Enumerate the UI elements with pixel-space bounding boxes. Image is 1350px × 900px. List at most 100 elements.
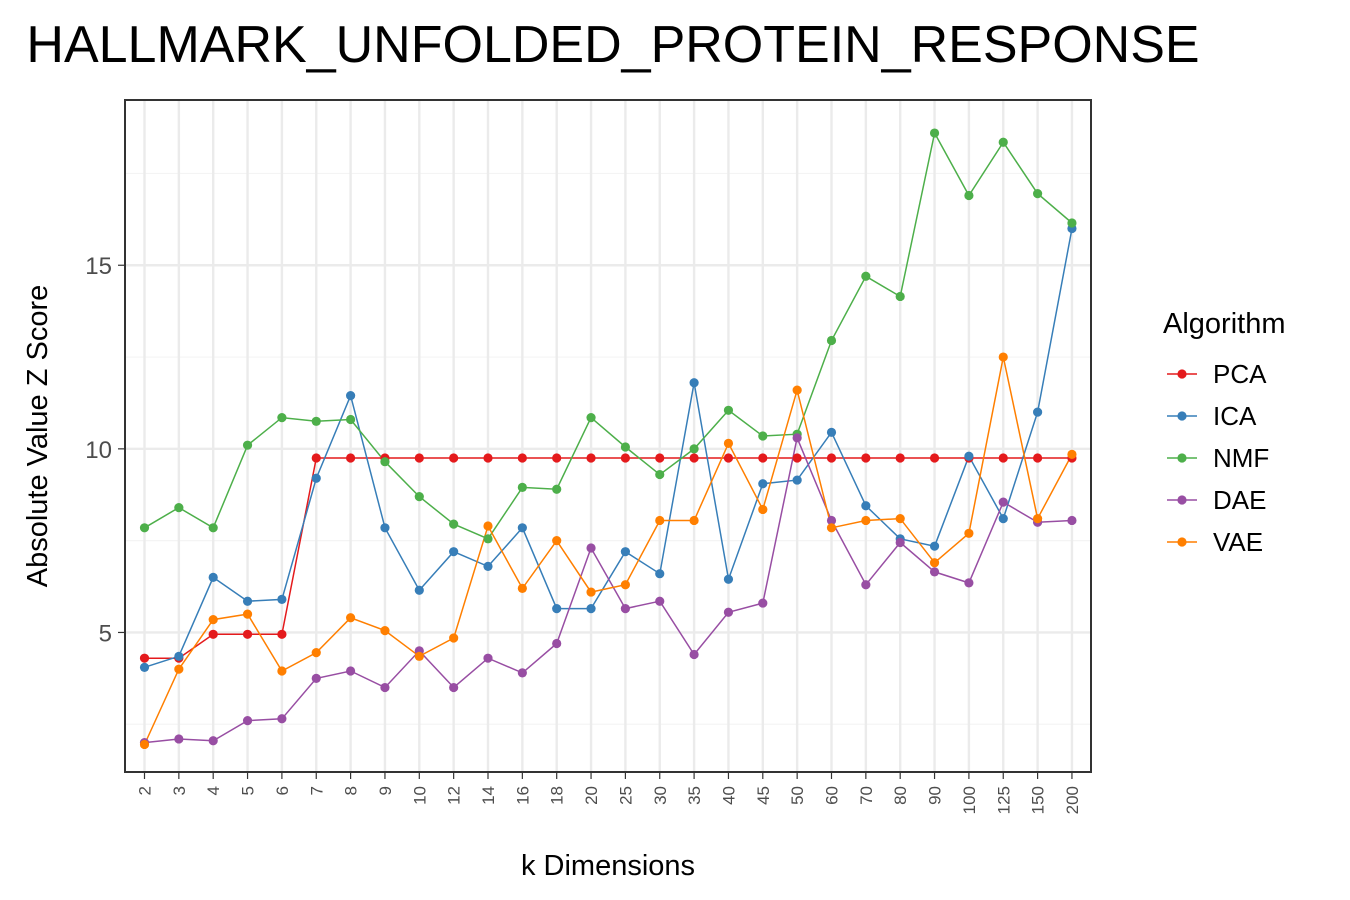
data-point-dae xyxy=(792,433,802,443)
x-tick-label: 10 xyxy=(410,786,429,805)
data-point-ica xyxy=(552,603,562,614)
data-point-ica xyxy=(277,594,287,605)
data-point-nmf xyxy=(929,128,940,138)
x-axis-label: k Dimensions xyxy=(521,850,695,882)
data-point-ica xyxy=(311,473,321,483)
legend-label: ICA xyxy=(1213,401,1257,431)
data-point-nmf xyxy=(964,190,974,201)
data-point-dae xyxy=(895,537,905,548)
data-point-dae xyxy=(208,736,218,746)
data-point-vae xyxy=(242,609,253,619)
legend-label: PCA xyxy=(1213,359,1267,389)
data-point-dae xyxy=(242,715,253,726)
x-tick-label: 8 xyxy=(342,786,361,795)
data-point-vae xyxy=(929,558,940,568)
x-tick-label: 150 xyxy=(1029,786,1048,814)
data-point-vae xyxy=(826,523,837,533)
data-point-dae xyxy=(311,673,321,683)
data-point-nmf xyxy=(242,440,253,450)
series-line-pca xyxy=(144,457,1072,659)
x-tick-label: 2 xyxy=(136,786,155,795)
legend-key-point xyxy=(1177,453,1187,463)
data-point-vae xyxy=(449,633,459,643)
x-tick-label: 35 xyxy=(685,786,704,805)
data-point-dae xyxy=(689,649,699,660)
data-point-nmf xyxy=(998,137,1008,147)
data-point-dae xyxy=(483,653,493,663)
data-point-ica xyxy=(723,574,734,584)
data-point-dae xyxy=(655,596,665,606)
x-tick-label: 16 xyxy=(513,786,532,805)
data-point-ica xyxy=(208,572,218,582)
x-tick-label: 6 xyxy=(273,786,292,795)
data-point-nmf xyxy=(655,469,665,480)
data-point-vae xyxy=(380,626,390,636)
data-point-nmf xyxy=(174,503,184,513)
data-point-nmf xyxy=(895,291,905,302)
data-point-nmf xyxy=(826,335,837,346)
data-point-pca xyxy=(208,629,218,639)
data-point-ica xyxy=(139,662,150,672)
data-point-ica xyxy=(861,501,871,511)
data-point-dae xyxy=(517,668,527,678)
legend-item-ica: ICA xyxy=(1167,401,1257,431)
data-point-pca xyxy=(414,453,424,463)
data-point-vae xyxy=(895,514,905,524)
chart-title: HALLMARK_UNFOLDED_PROTEIN_RESPONSE xyxy=(26,16,1199,74)
x-tick-label: 100 xyxy=(960,786,979,814)
data-point-nmf xyxy=(1067,218,1077,228)
data-point-nmf xyxy=(208,523,218,533)
data-point-dae xyxy=(723,607,734,617)
data-point-vae xyxy=(723,438,734,448)
x-tick-label: 20 xyxy=(582,786,601,805)
x-tick-label: 40 xyxy=(719,786,738,805)
plot-border xyxy=(124,99,1092,773)
data-point-nmf xyxy=(517,482,527,493)
data-point-dae xyxy=(346,666,356,676)
data-point-ica xyxy=(1033,407,1043,417)
data-point-pca xyxy=(689,453,699,463)
data-point-vae xyxy=(620,580,631,590)
data-point-pca xyxy=(792,453,802,463)
data-point-pca xyxy=(517,453,527,463)
data-point-pca xyxy=(861,453,871,463)
data-point-nmf xyxy=(311,416,321,426)
x-tick-label: 9 xyxy=(376,786,395,795)
x-tick-label: 200 xyxy=(1063,786,1082,814)
data-point-ica xyxy=(586,603,596,614)
data-point-pca xyxy=(758,453,768,463)
legend-item-pca: PCA xyxy=(1167,359,1267,389)
data-point-ica xyxy=(655,569,665,579)
data-point-vae xyxy=(346,613,356,623)
data-point-dae xyxy=(998,497,1008,507)
legend-title: Algorithm xyxy=(1163,308,1286,340)
y-tick-label: 15 xyxy=(85,253,112,280)
data-point-ica xyxy=(449,547,459,557)
data-point-dae xyxy=(758,598,768,608)
series-line-ica xyxy=(144,228,1073,669)
x-tick-label: 7 xyxy=(307,786,326,795)
data-point-vae xyxy=(174,664,184,674)
plot-background xyxy=(125,100,1091,772)
x-tick-label: 4 xyxy=(204,786,223,795)
data-point-ica xyxy=(929,541,940,551)
data-point-vae xyxy=(414,651,424,661)
data-point-ica xyxy=(964,451,974,461)
data-point-ica xyxy=(380,523,390,533)
data-point-pca xyxy=(826,453,837,463)
data-point-ica xyxy=(792,475,802,485)
x-tick-label: 45 xyxy=(754,786,773,805)
data-point-ica xyxy=(620,547,631,557)
data-point-pca xyxy=(346,453,356,463)
x-tick-label: 50 xyxy=(788,786,807,805)
legend-items: PCA ICA NMF DAE VAE xyxy=(1167,359,1269,557)
data-point-vae xyxy=(277,666,287,676)
data-point-dae xyxy=(826,515,837,526)
x-tick-label: 90 xyxy=(926,786,945,805)
data-point-pca xyxy=(929,453,940,463)
data-point-pca xyxy=(242,629,253,639)
data-point-vae xyxy=(758,504,768,515)
data-point-ica xyxy=(998,514,1008,524)
data-point-dae xyxy=(964,578,974,588)
data-point-vae xyxy=(655,515,665,526)
